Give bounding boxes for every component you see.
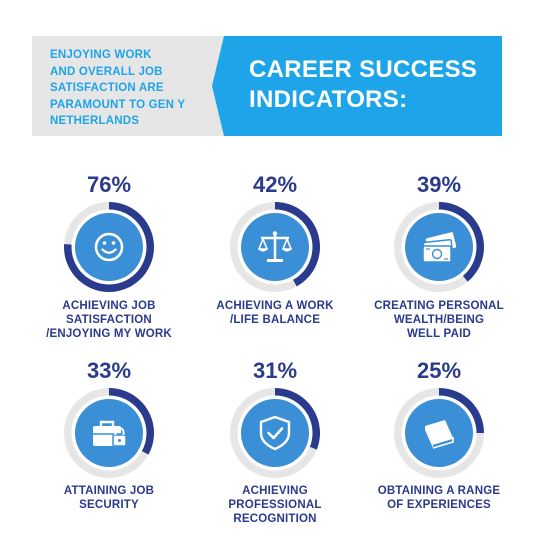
percent-value: 39% — [416, 172, 462, 197]
percent-ring — [230, 202, 320, 292]
percent-ring — [394, 388, 484, 478]
percent-value: 33% — [86, 358, 132, 383]
label-line: CREATING PERSONAL — [374, 300, 504, 312]
indicator-label: ATTAINING JOB SECURITY — [24, 484, 194, 512]
label-line: ACHIEVING A WORK — [216, 300, 334, 312]
label-line: SATISFACTION — [66, 314, 152, 326]
briefcase-lock-icon — [93, 420, 127, 447]
money-icon — [422, 232, 457, 263]
percent-value: 25% — [416, 358, 462, 383]
balance-scale-icon — [257, 231, 293, 262]
intro-line: SATISFACTION ARE — [50, 82, 164, 94]
indicator-label: ACHIEVING PROFESSIONAL RECOGNITION — [190, 484, 360, 526]
label-line: WEALTH/BEING — [393, 314, 485, 326]
percent-ring — [394, 202, 484, 292]
icon-disc — [75, 213, 143, 281]
intro-line: AND OVERALL JOB — [50, 65, 163, 78]
page-title: CAREER SUCCESS INDICATORS: — [249, 55, 509, 115]
label-line: ATTAINING JOB — [63, 485, 155, 497]
smiley-icon — [94, 232, 124, 262]
label-line: ACHIEVING JOB — [62, 300, 156, 312]
percent-value: 42% — [252, 172, 298, 197]
intro-text: ENJOYING WORK AND OVERALL JOB SATISFACTI… — [50, 47, 225, 130]
label-line: PROFESSIONAL — [228, 499, 322, 511]
indicator-label: ACHIEVING JOB SATISFACTION /ENJOYING MY … — [24, 299, 194, 341]
indicator-label: CREATING PERSONAL WEALTH/BEING WELL PAID — [354, 299, 524, 341]
label-line: ACHIEVING — [242, 485, 308, 497]
label-line: /ENJOYING MY WORK — [46, 328, 172, 340]
label-line: RECOGNITION — [233, 513, 317, 525]
intro-line: PARAMOUNT TO GEN Y — [50, 98, 186, 111]
percent-value: 31% — [252, 358, 298, 383]
indicator-label: ACHIEVING A WORK /LIFE BALANCE — [190, 299, 360, 327]
title-banner — [212, 36, 502, 136]
percent-ring — [64, 202, 154, 292]
intro-line: ENJOYING WORK — [50, 49, 152, 61]
label-line: SECURITY — [79, 499, 139, 511]
percent-value: 76% — [86, 172, 132, 197]
intro-box — [32, 36, 224, 136]
percent-ring — [230, 388, 320, 478]
title-line: CAREER SUCCESS — [249, 56, 478, 83]
icon-disc — [241, 399, 309, 467]
percent-ring — [64, 388, 154, 478]
book-icon — [425, 420, 454, 449]
label-line: OBTAINING A RANGE — [377, 485, 501, 497]
banner-arrow-shape — [212, 36, 502, 136]
title-line: INDICATORS: — [249, 86, 408, 113]
label-line: WELL PAID — [407, 328, 471, 340]
shield-check-icon — [259, 415, 291, 451]
label-line: /LIFE BALANCE — [229, 314, 321, 326]
indicator-label: OBTAINING A RANGE OF EXPERIENCES — [354, 484, 524, 512]
intro-line: NETHERLANDS — [50, 115, 140, 127]
label-line: OF EXPERIENCES — [387, 499, 491, 511]
